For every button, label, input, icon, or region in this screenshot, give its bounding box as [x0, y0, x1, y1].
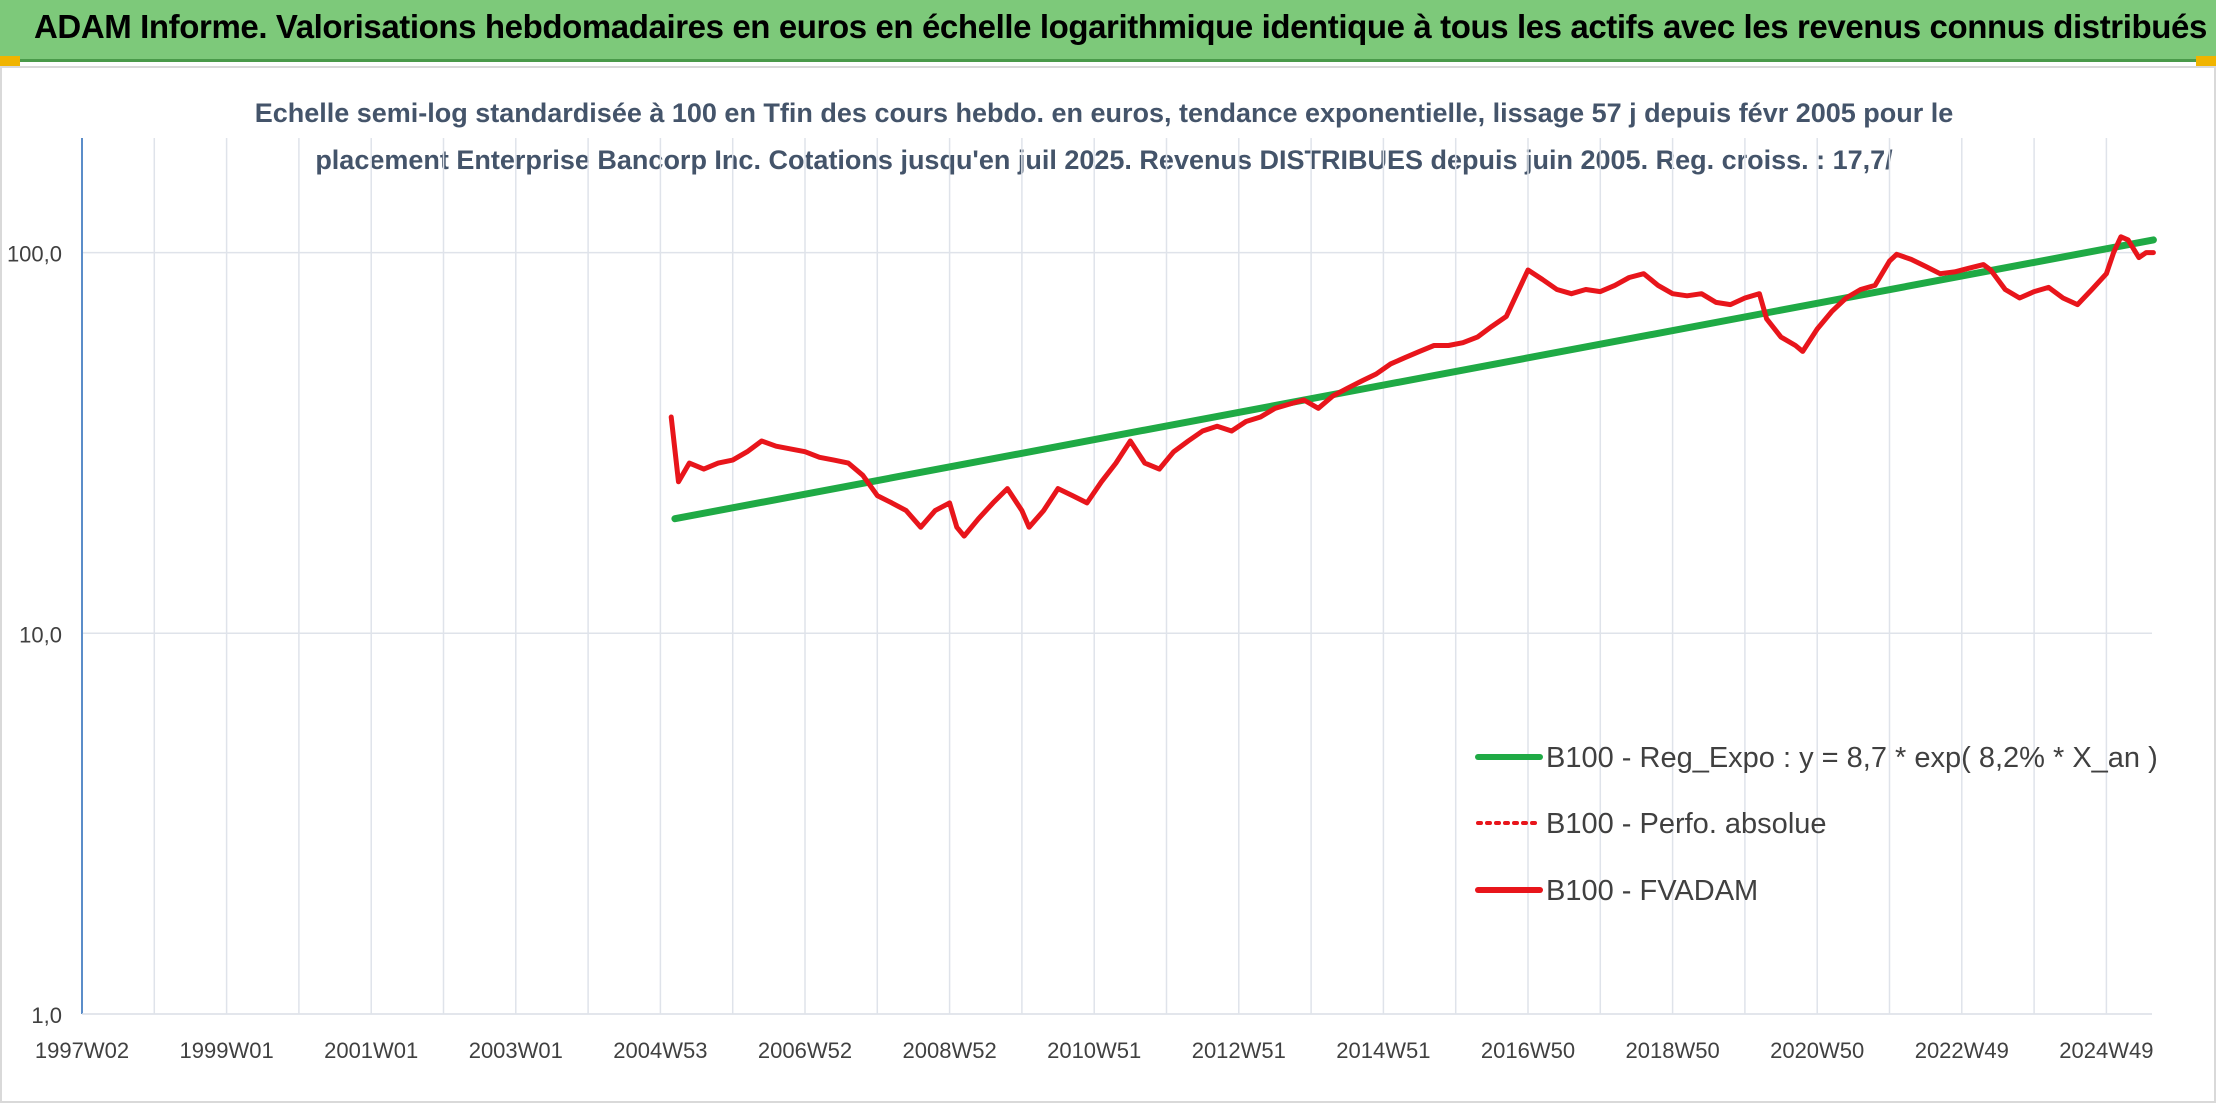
corner-marker-left — [0, 56, 20, 68]
x-tick-label: 2006W52 — [758, 1038, 852, 1063]
x-tick-label: 2004W53 — [613, 1038, 707, 1063]
x-tick-label: 2003W01 — [469, 1038, 563, 1063]
x-tick-label: 2001W01 — [324, 1038, 418, 1063]
legend-label: B100 - Perfo. absolue — [1546, 808, 1827, 840]
x-tick-label: 1999W01 — [180, 1038, 274, 1063]
x-tick-label: 2024W49 — [2059, 1038, 2153, 1063]
series-line-fvadam — [668, 234, 2156, 539]
x-tick-label: 2020W50 — [1770, 1038, 1864, 1063]
legend-label: B100 - Reg_Expo : y = 8,7 * exp( 8,2% * … — [1546, 742, 2158, 774]
chart-frame — [0, 66, 2216, 1103]
x-tick-label: 2018W50 — [1626, 1038, 1720, 1063]
x-tick-label: 2022W49 — [1915, 1038, 2009, 1063]
y-tick-label: 10,0 — [19, 622, 62, 647]
corner-marker-right — [2196, 56, 2216, 68]
y-tick-label: 100,0 — [7, 242, 62, 267]
x-tick-label: 2014W51 — [1336, 1038, 1430, 1063]
legend-label: B100 - FVADAM — [1546, 875, 1758, 907]
x-tick-label: 2008W52 — [903, 1038, 997, 1063]
chart-title-line: Echelle semi-log standardisée à 100 en T… — [255, 98, 1954, 128]
y-tick-label: 1,0 — [31, 1003, 62, 1028]
title-bar: ADAM Informe. Valorisations hebdomadaire… — [0, 0, 2216, 62]
chart-title-line: placement Enterprise Bancorp Inc. Cotati… — [315, 145, 1893, 175]
x-tick-label: 2012W51 — [1192, 1038, 1286, 1063]
x-tick-label: 2016W50 — [1481, 1038, 1575, 1063]
series-line-regression — [671, 236, 2157, 523]
x-tick-label: 2010W51 — [1047, 1038, 1141, 1063]
report-title: ADAM Informe. Valorisations hebdomadaire… — [34, 8, 2207, 45]
x-tick-label: 1997W02 — [35, 1038, 129, 1063]
